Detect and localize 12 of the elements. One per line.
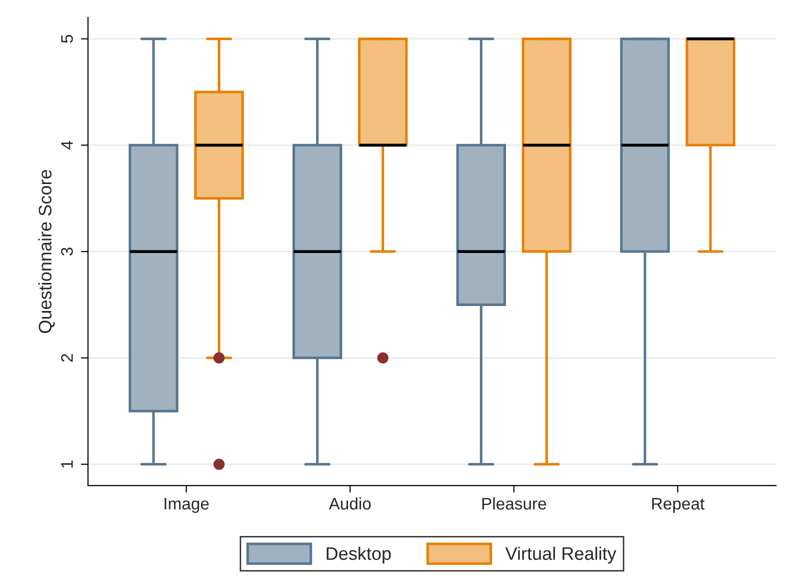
legend-label: Virtual Reality — [505, 546, 616, 564]
x-tick-label: Image — [164, 498, 209, 513]
x-tick-label: Repeat — [652, 498, 704, 513]
y-tick-label: 1 — [61, 460, 73, 468]
y-tick-label: 2 — [61, 354, 73, 362]
legend-label: Desktop — [326, 546, 391, 564]
y-tick-label: 5 — [61, 34, 73, 43]
y-tick-label: 4 — [61, 141, 73, 150]
y-tick-label: 3 — [61, 248, 73, 256]
x-tick-label: Pleasure — [482, 497, 546, 510]
y-axis-title: Questionnaire Score — [38, 170, 55, 333]
x-tick-label: Audio — [328, 497, 371, 510]
